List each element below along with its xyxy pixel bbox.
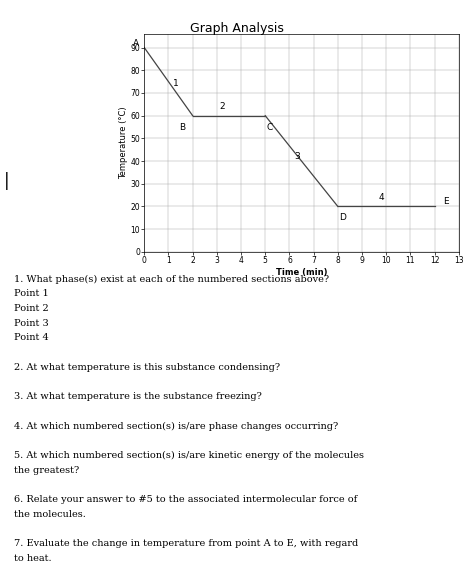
Text: 5. At which numbered section(s) is/are kinetic energy of the molecules: 5. At which numbered section(s) is/are k…: [14, 451, 364, 460]
Text: Point 1: Point 1: [14, 289, 49, 298]
Text: the greatest?: the greatest?: [14, 466, 79, 475]
Text: Point 2: Point 2: [14, 304, 49, 313]
Text: 4. At which numbered section(s) is/are phase changes occurring?: 4. At which numbered section(s) is/are p…: [14, 422, 339, 431]
Text: 2: 2: [219, 102, 225, 111]
Text: Point 3: Point 3: [14, 319, 49, 328]
X-axis label: Time (min): Time (min): [276, 268, 327, 277]
Text: Graph Analysis: Graph Analysis: [190, 22, 283, 35]
Text: E: E: [443, 198, 448, 207]
Y-axis label: Temperature (°C): Temperature (°C): [119, 106, 128, 179]
Text: 1. What phase(s) exist at each of the numbered sections above?: 1. What phase(s) exist at each of the nu…: [14, 275, 329, 284]
Text: 3: 3: [294, 152, 299, 161]
Text: 3. At what temperature is the substance freezing?: 3. At what temperature is the substance …: [14, 392, 262, 401]
Text: 6. Relate your answer to #5 to the associated intermolecular force of: 6. Relate your answer to #5 to the assoc…: [14, 495, 358, 504]
Text: the molecules.: the molecules.: [14, 510, 86, 519]
Text: C: C: [267, 122, 273, 131]
Text: to heat.: to heat.: [14, 554, 52, 563]
Text: A: A: [133, 38, 139, 48]
Text: 4: 4: [378, 193, 384, 202]
Text: Point 4: Point 4: [14, 333, 49, 342]
Text: 2. At what temperature is this substance condensing?: 2. At what temperature is this substance…: [14, 363, 280, 372]
Text: B: B: [179, 122, 185, 131]
Text: |: |: [4, 172, 10, 190]
Text: D: D: [339, 213, 346, 222]
Text: 7. Evaluate the change in temperature from point A to E, with regard: 7. Evaluate the change in temperature fr…: [14, 539, 359, 548]
Text: 1: 1: [173, 79, 179, 88]
